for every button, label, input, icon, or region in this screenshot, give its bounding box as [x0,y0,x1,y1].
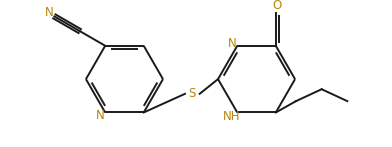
Text: N: N [44,6,53,19]
Text: N: N [96,109,105,122]
Text: S: S [189,87,196,100]
Text: NH: NH [223,110,241,123]
Text: N: N [228,36,237,50]
Text: O: O [272,0,281,12]
